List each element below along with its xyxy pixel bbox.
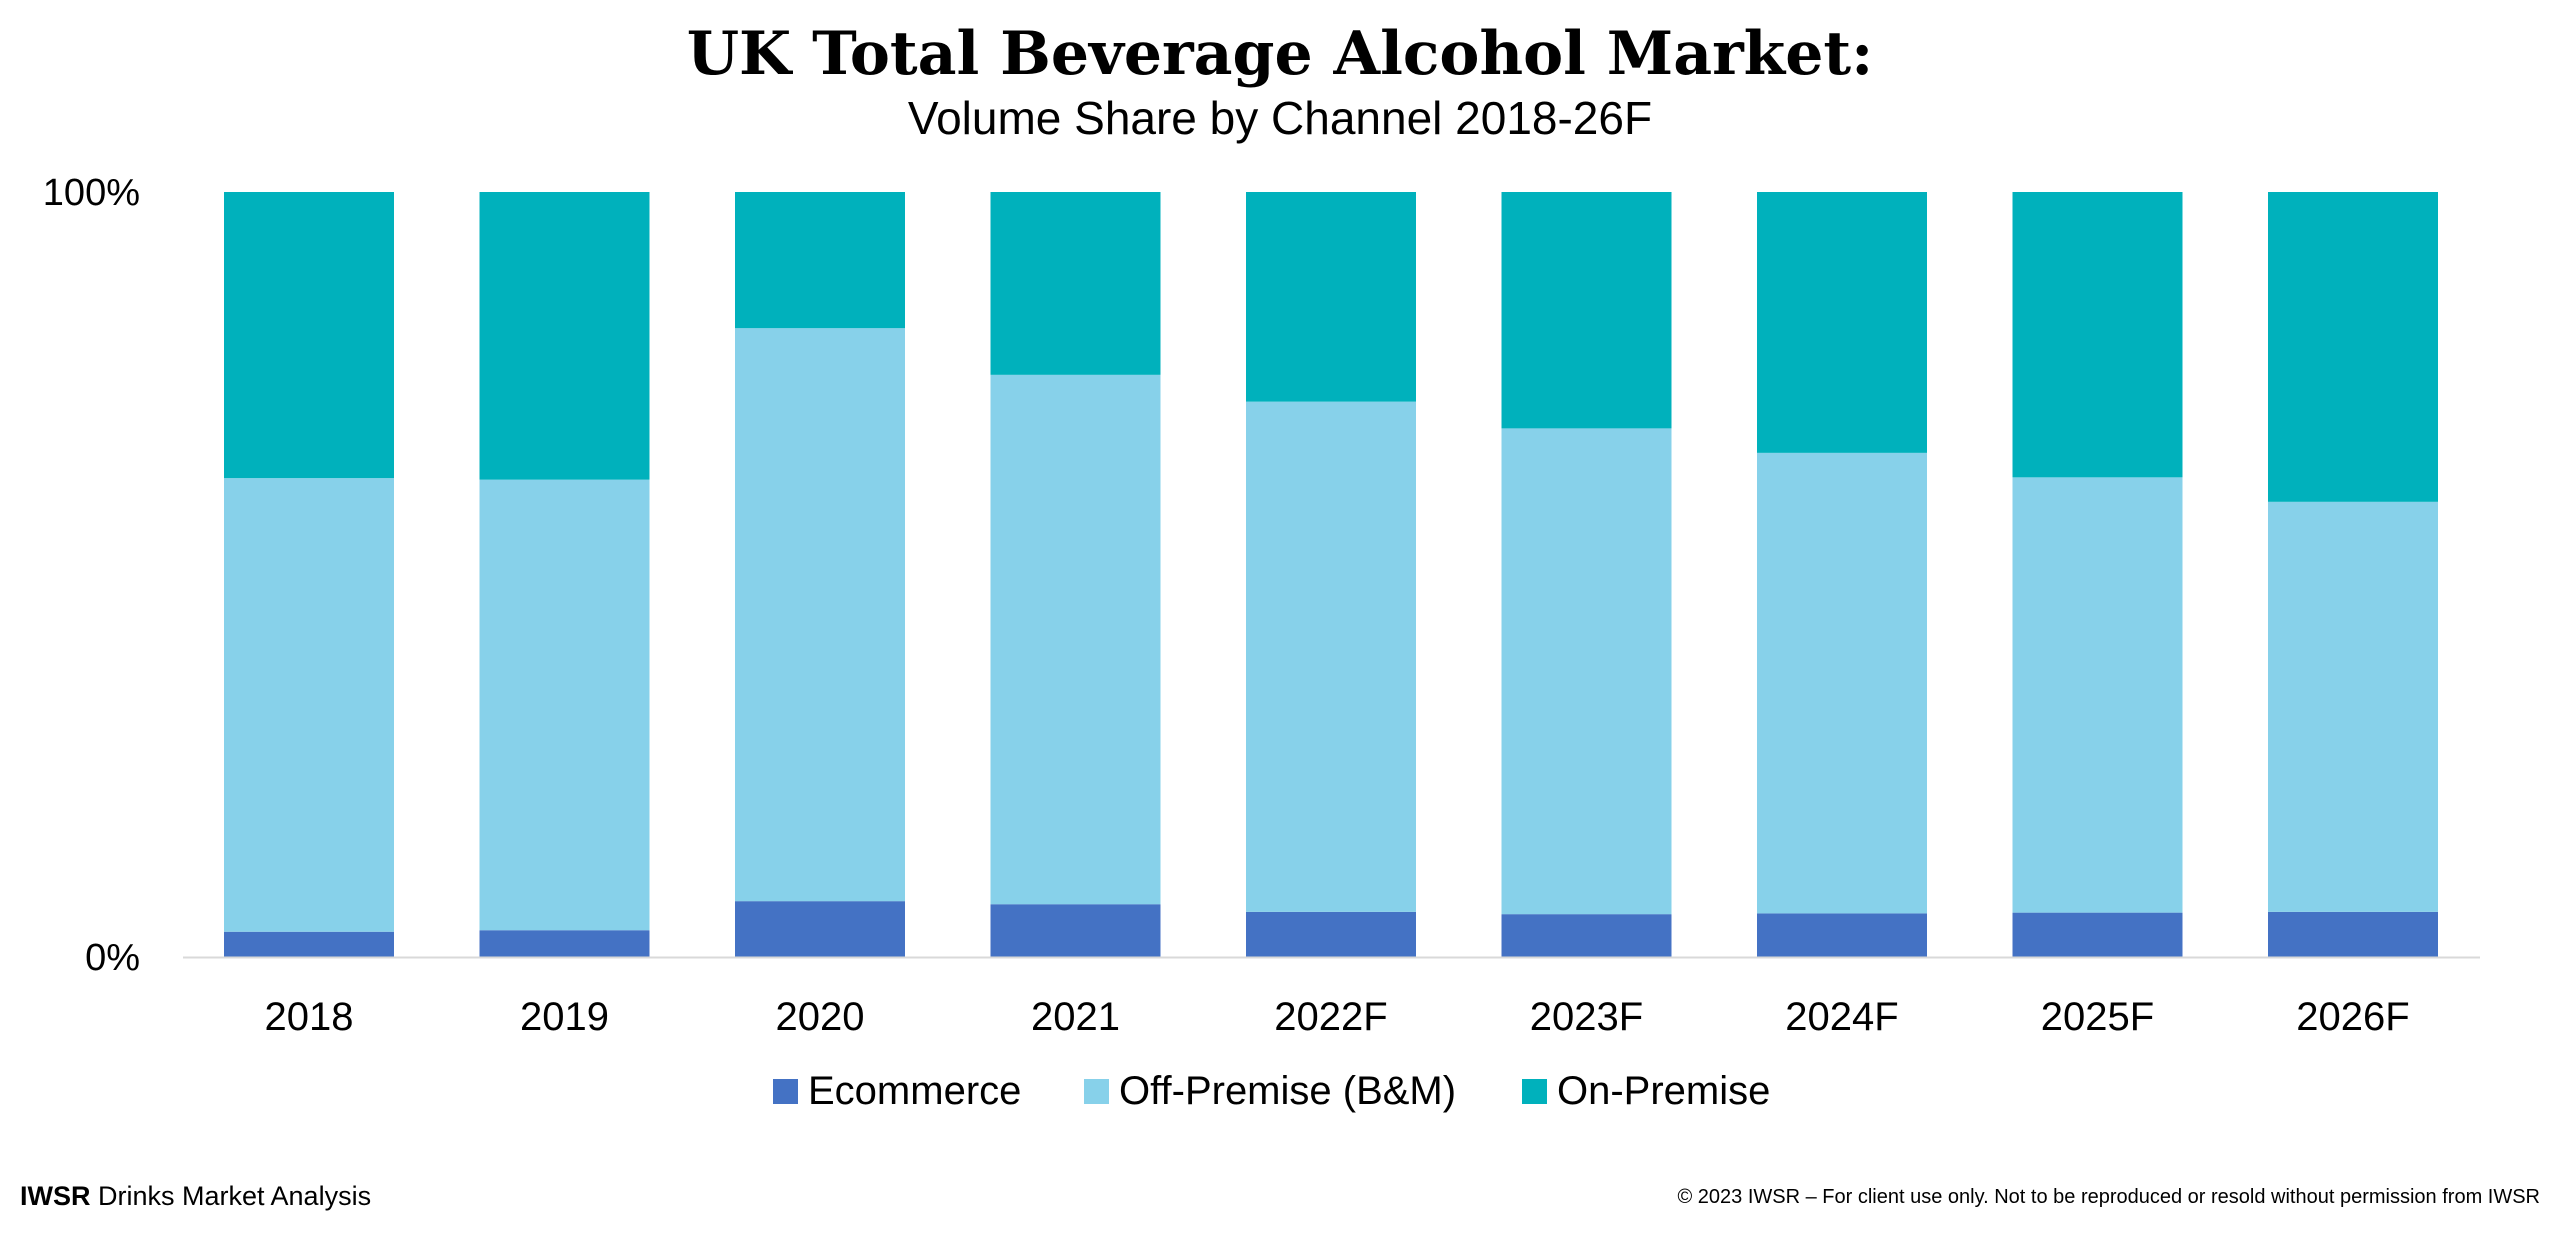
x-tick-label: 2023F [1530, 995, 1643, 1039]
bar-ecommerce-2018 [224, 931, 394, 957]
chart-title: UK Total Beverage Alcohol Market: [686, 19, 1874, 89]
bar-off-premise-b-m-2023f [1501, 428, 1672, 915]
bar-on-premise-2022f [1246, 192, 1416, 402]
bar-ecommerce-2022f [1246, 911, 1416, 957]
legend-label-off-premise-b-m: Off-Premise (B&M) [1119, 1069, 1456, 1113]
bar-on-premise-2021 [990, 192, 1161, 375]
bar-on-premise-2020 [735, 192, 905, 329]
bar-off-premise-b-m-2026f [2268, 501, 2438, 912]
legend-swatch-off-premise-b-m [1084, 1079, 1109, 1104]
bar-ecommerce-2024f [1757, 913, 1927, 957]
x-tick-label: 2021 [1031, 995, 1120, 1039]
legend-swatch-ecommerce [773, 1079, 798, 1104]
bar-ecommerce-2020 [735, 901, 905, 957]
footer-copyright: © 2023 IWSR – For client use only. Not t… [1677, 1186, 2541, 1208]
bar-ecommerce-2023f [1501, 914, 1672, 957]
bar-ecommerce-2019 [479, 930, 650, 957]
stacked-bar-chart: 2018 2019 2020 2021 2022F 2023F 2024F 2025F 2026… [43, 172, 2480, 1113]
bar-ecommerce-2026f [2268, 911, 2438, 957]
bar-on-premise-2025f [2012, 192, 2183, 478]
legend-label-ecommerce: Ecommerce [808, 1069, 1021, 1113]
bar-on-premise-2018 [224, 192, 394, 479]
bar-off-premise-b-m-2025f [2012, 477, 2183, 913]
x-tick-label: 2019 [520, 995, 609, 1039]
bar-ecommerce-2021 [990, 904, 1161, 957]
y-tick-label: 100% [43, 172, 140, 214]
x-tick-label: 2025F [2041, 995, 2154, 1039]
x-tick-label: 2020 [776, 995, 865, 1039]
bar-off-premise-b-m-2020 [735, 328, 905, 902]
footer-brand: IWSR Drinks Market Analysis [20, 1178, 371, 1214]
footer-brand-name: IWSR [20, 1181, 91, 1211]
x-tick-label: 2024F [1785, 995, 1898, 1039]
bar-off-premise-b-m-2018 [224, 478, 394, 932]
bar-off-premise-b-m-2021 [990, 374, 1161, 905]
bar-on-premise-2019 [479, 192, 650, 480]
bar-off-premise-b-m-2019 [479, 479, 650, 931]
bar-on-premise-2023f [1501, 192, 1672, 429]
bar-off-premise-b-m-2024f [1757, 452, 1927, 914]
bar-on-premise-2026f [2268, 192, 2438, 502]
legend-swatch-on-premise [1522, 1079, 1547, 1104]
x-tick-label: 2018 [265, 995, 354, 1039]
y-tick-label: 0% [85, 937, 140, 979]
x-tick-label: 2026F [2296, 995, 2409, 1039]
chart-subtitle: Volume Share by Channel 2018-26F [907, 92, 1653, 144]
bar-off-premise-b-m-2022f [1246, 401, 1416, 912]
x-tick-label: 2022F [1274, 995, 1387, 1039]
footer-brand-suffix: Drinks Market Analysis [90, 1181, 372, 1211]
legend-label-on-premise: On-Premise [1557, 1069, 1770, 1113]
bar-on-premise-2024f [1757, 192, 1927, 453]
bar-ecommerce-2025f [2012, 912, 2183, 957]
